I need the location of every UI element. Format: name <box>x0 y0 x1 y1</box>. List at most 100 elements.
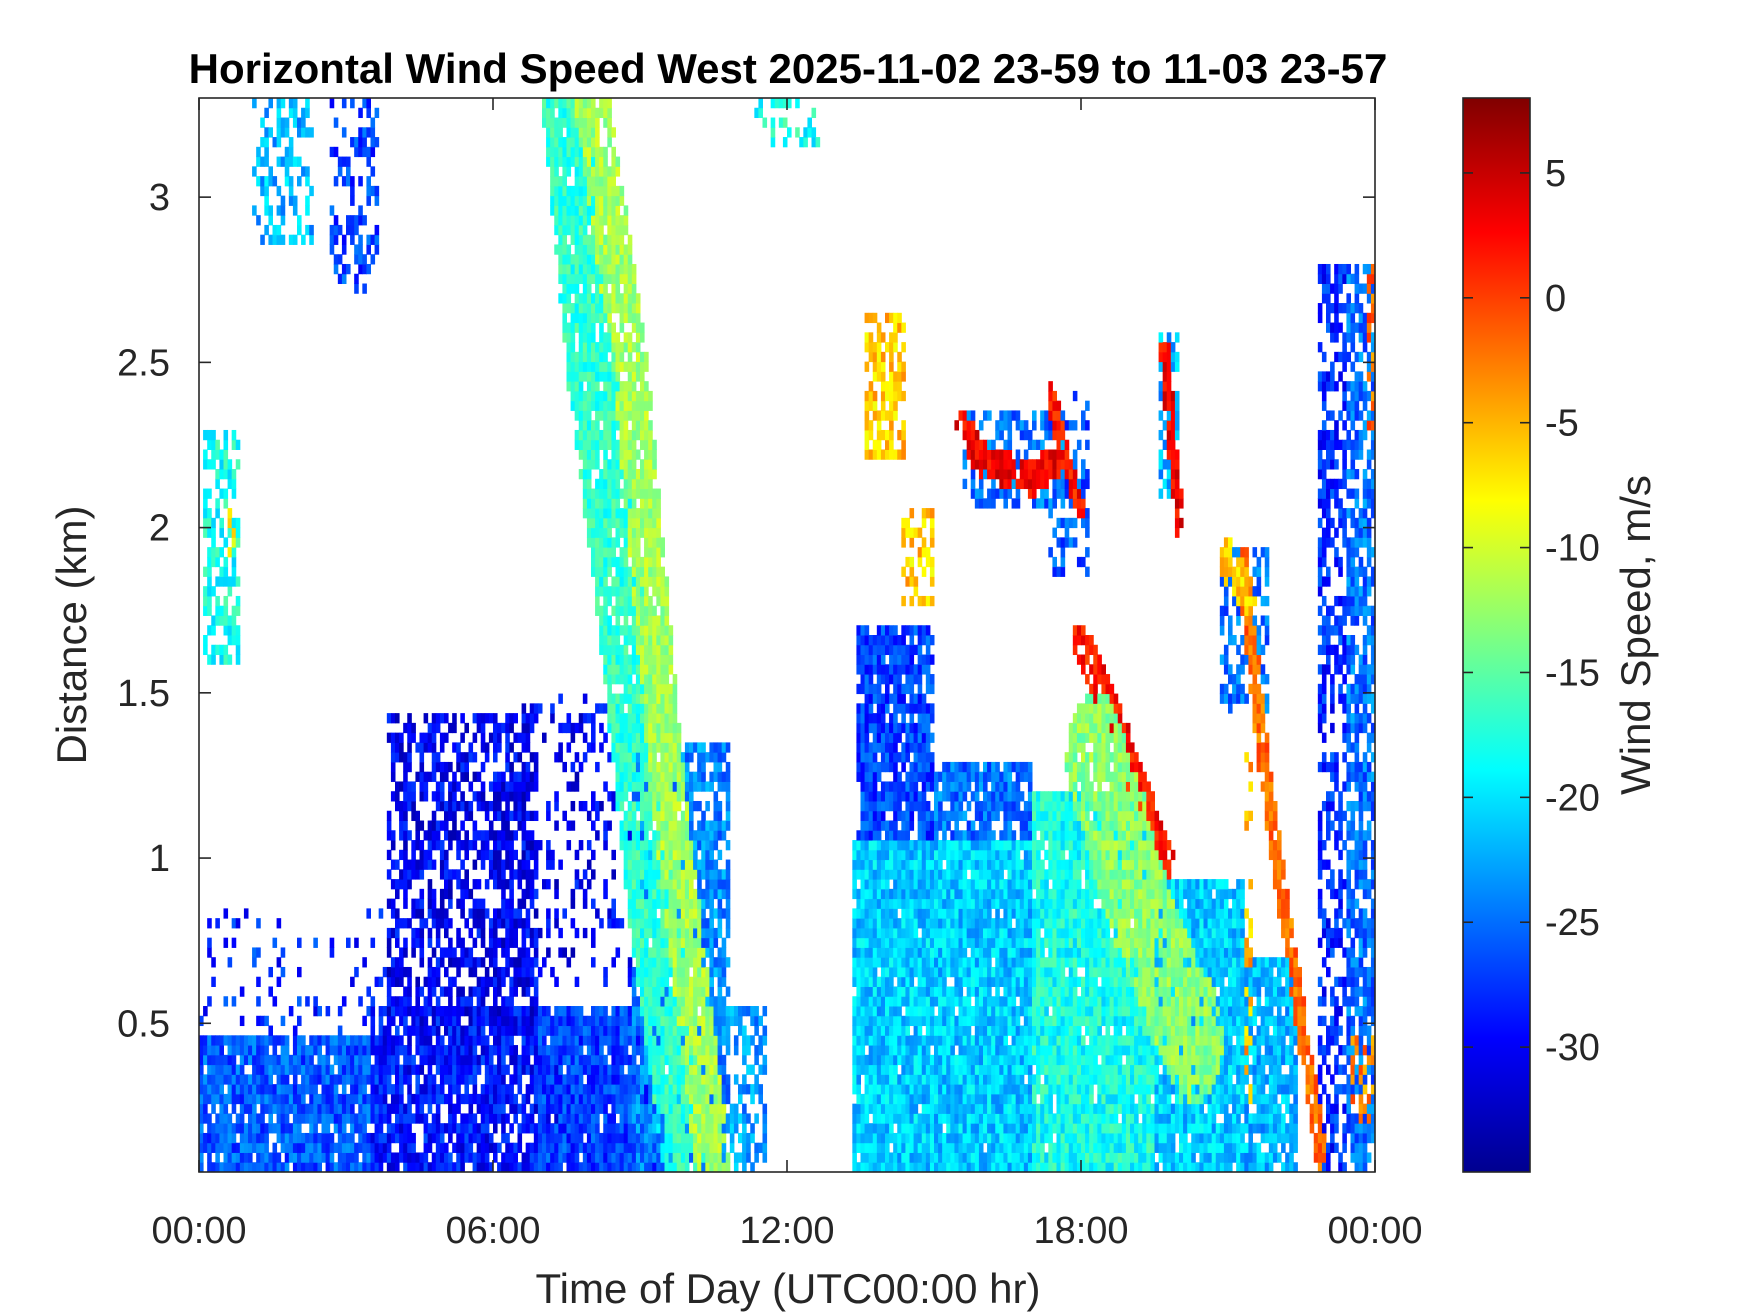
heatmap-cell <box>623 1162 629 1173</box>
heatmap-cell <box>676 1045 682 1056</box>
heatmap-cell <box>448 1025 453 1036</box>
heatmap-cell <box>582 469 588 480</box>
heatmap-cell <box>219 469 224 480</box>
heatmap-cell <box>358 234 363 245</box>
heatmap-cell <box>607 1132 612 1144</box>
heatmap-cell <box>297 1142 302 1153</box>
heatmap-cell <box>313 1045 318 1056</box>
heatmap-cell <box>480 1142 486 1153</box>
heatmap-cell <box>452 1162 457 1173</box>
heatmap-cell <box>684 820 690 831</box>
heatmap-cell <box>350 1045 355 1056</box>
heatmap-cell <box>558 273 563 285</box>
heatmap-cell <box>542 957 547 968</box>
heatmap-cell <box>419 742 425 753</box>
heatmap-cell <box>640 420 645 431</box>
heatmap-cell <box>725 1152 731 1163</box>
heatmap-cell <box>264 107 269 119</box>
heatmap-cell <box>358 1093 363 1105</box>
heatmap-cell <box>713 888 719 900</box>
heatmap-cell <box>684 996 690 1007</box>
heatmap-cell <box>578 146 584 158</box>
heatmap-cell <box>337 1103 343 1114</box>
heatmap-cell <box>505 1132 510 1144</box>
heatmap-cell <box>562 224 567 236</box>
heatmap-cell <box>415 859 420 870</box>
heatmap-cell <box>513 781 518 792</box>
heatmap-cell <box>305 1113 310 1124</box>
heatmap-cell <box>631 635 637 646</box>
heatmap-cell <box>717 771 723 782</box>
heatmap-cell <box>333 1142 339 1153</box>
heatmap-cell <box>713 791 719 802</box>
heatmap-cell <box>272 1084 278 1095</box>
heatmap-cell <box>648 1132 653 1144</box>
heatmap-cell <box>595 254 600 265</box>
heatmap-cell <box>595 381 600 392</box>
heatmap-cell <box>280 1015 286 1027</box>
heatmap-cell <box>390 771 396 782</box>
heatmap-cell <box>297 1084 302 1095</box>
heatmap-cell <box>742 1123 747 1134</box>
heatmap-cell <box>464 1093 469 1105</box>
heatmap-cell <box>635 996 641 1007</box>
heatmap-cell <box>672 732 678 743</box>
heatmap-cell <box>664 1074 670 1085</box>
heatmap-cell <box>656 1084 661 1095</box>
heatmap-cell <box>219 1132 224 1144</box>
heatmap-cell <box>631 1113 637 1124</box>
heatmap-cell <box>403 830 408 841</box>
heatmap-cell <box>521 1006 527 1017</box>
heatmap-cell <box>607 273 612 285</box>
heatmap-cell <box>513 908 518 919</box>
heatmap-cell <box>517 918 523 929</box>
heatmap-cell <box>456 1006 461 1017</box>
heatmap-cell <box>570 234 576 245</box>
heatmap-cell <box>566 381 572 392</box>
heatmap-cell <box>640 390 645 402</box>
heatmap-cell <box>513 1074 518 1085</box>
heatmap-cell <box>725 888 731 900</box>
heatmap-cell <box>664 693 670 704</box>
heatmap-cell <box>619 547 625 558</box>
heatmap-cell <box>431 722 437 734</box>
heatmap-cell <box>223 1064 229 1075</box>
heatmap-cell <box>537 1103 543 1114</box>
heatmap-cell <box>660 1035 665 1046</box>
heatmap-cell <box>697 947 702 958</box>
heatmap-cell <box>550 205 555 216</box>
heatmap-cell <box>570 1015 576 1027</box>
heatmap-cell <box>301 1152 306 1163</box>
heatmap-cell <box>603 1132 608 1144</box>
heatmap-cell <box>595 576 600 587</box>
heatmap-cell <box>444 761 449 773</box>
heatmap-cell <box>664 800 670 812</box>
heatmap-cell <box>644 966 649 978</box>
heatmap-cell <box>399 957 404 968</box>
heatmap-cell <box>619 664 625 675</box>
heatmap-cell <box>354 273 359 285</box>
heatmap-cell <box>533 1084 539 1095</box>
heatmap-cell <box>558 263 563 275</box>
heatmap-cell <box>652 459 657 470</box>
heatmap-cell <box>689 986 694 997</box>
heatmap-cell <box>582 1054 588 1066</box>
heatmap-cell <box>480 1132 486 1144</box>
heatmap-cell <box>852 1103 857 1114</box>
heatmap-cell <box>362 146 367 158</box>
heatmap-cell <box>680 1113 686 1124</box>
heatmap-cell <box>399 1006 404 1017</box>
heatmap-cell <box>472 1025 478 1036</box>
heatmap-cell <box>439 820 445 831</box>
heatmap-cell <box>231 918 237 929</box>
heatmap-cell <box>684 781 690 792</box>
heatmap-cell <box>582 332 588 343</box>
heatmap-cell <box>652 937 657 948</box>
heatmap-cell <box>280 1142 286 1153</box>
heatmap-cell <box>288 1142 294 1153</box>
heatmap-cell <box>570 332 576 343</box>
heatmap-cell <box>721 966 727 978</box>
heatmap-cell <box>644 381 649 392</box>
heatmap-cell <box>742 1152 747 1163</box>
heatmap-cell <box>660 1025 665 1036</box>
